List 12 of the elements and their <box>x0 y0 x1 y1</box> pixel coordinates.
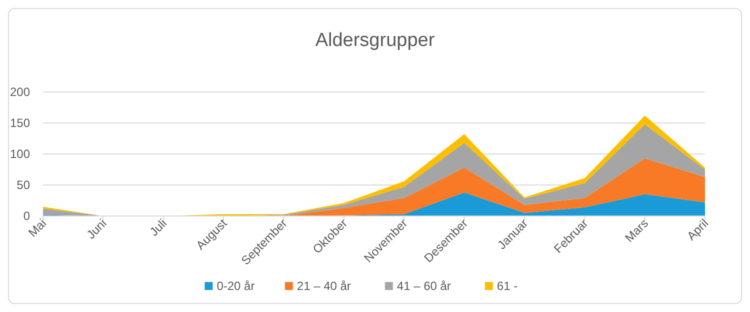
legend-label: 21 – 40 år <box>296 279 351 293</box>
y-tick-label: 0 <box>23 209 30 224</box>
legend-label: 61 - <box>496 279 518 293</box>
chart-title: Aldersgrupper <box>315 30 436 51</box>
y-tick-label: 150 <box>10 116 30 130</box>
y-tick-label: 50 <box>16 178 30 192</box>
y-tick-label: 200 <box>10 85 30 100</box>
x-tick-label: Juli <box>146 216 170 239</box>
legend-label: 41 – 60 år <box>396 279 451 293</box>
legend-label: 0-20 år <box>216 279 255 293</box>
y-tick-label: 100 <box>10 147 30 162</box>
x-tick-label: Juni <box>84 216 110 242</box>
